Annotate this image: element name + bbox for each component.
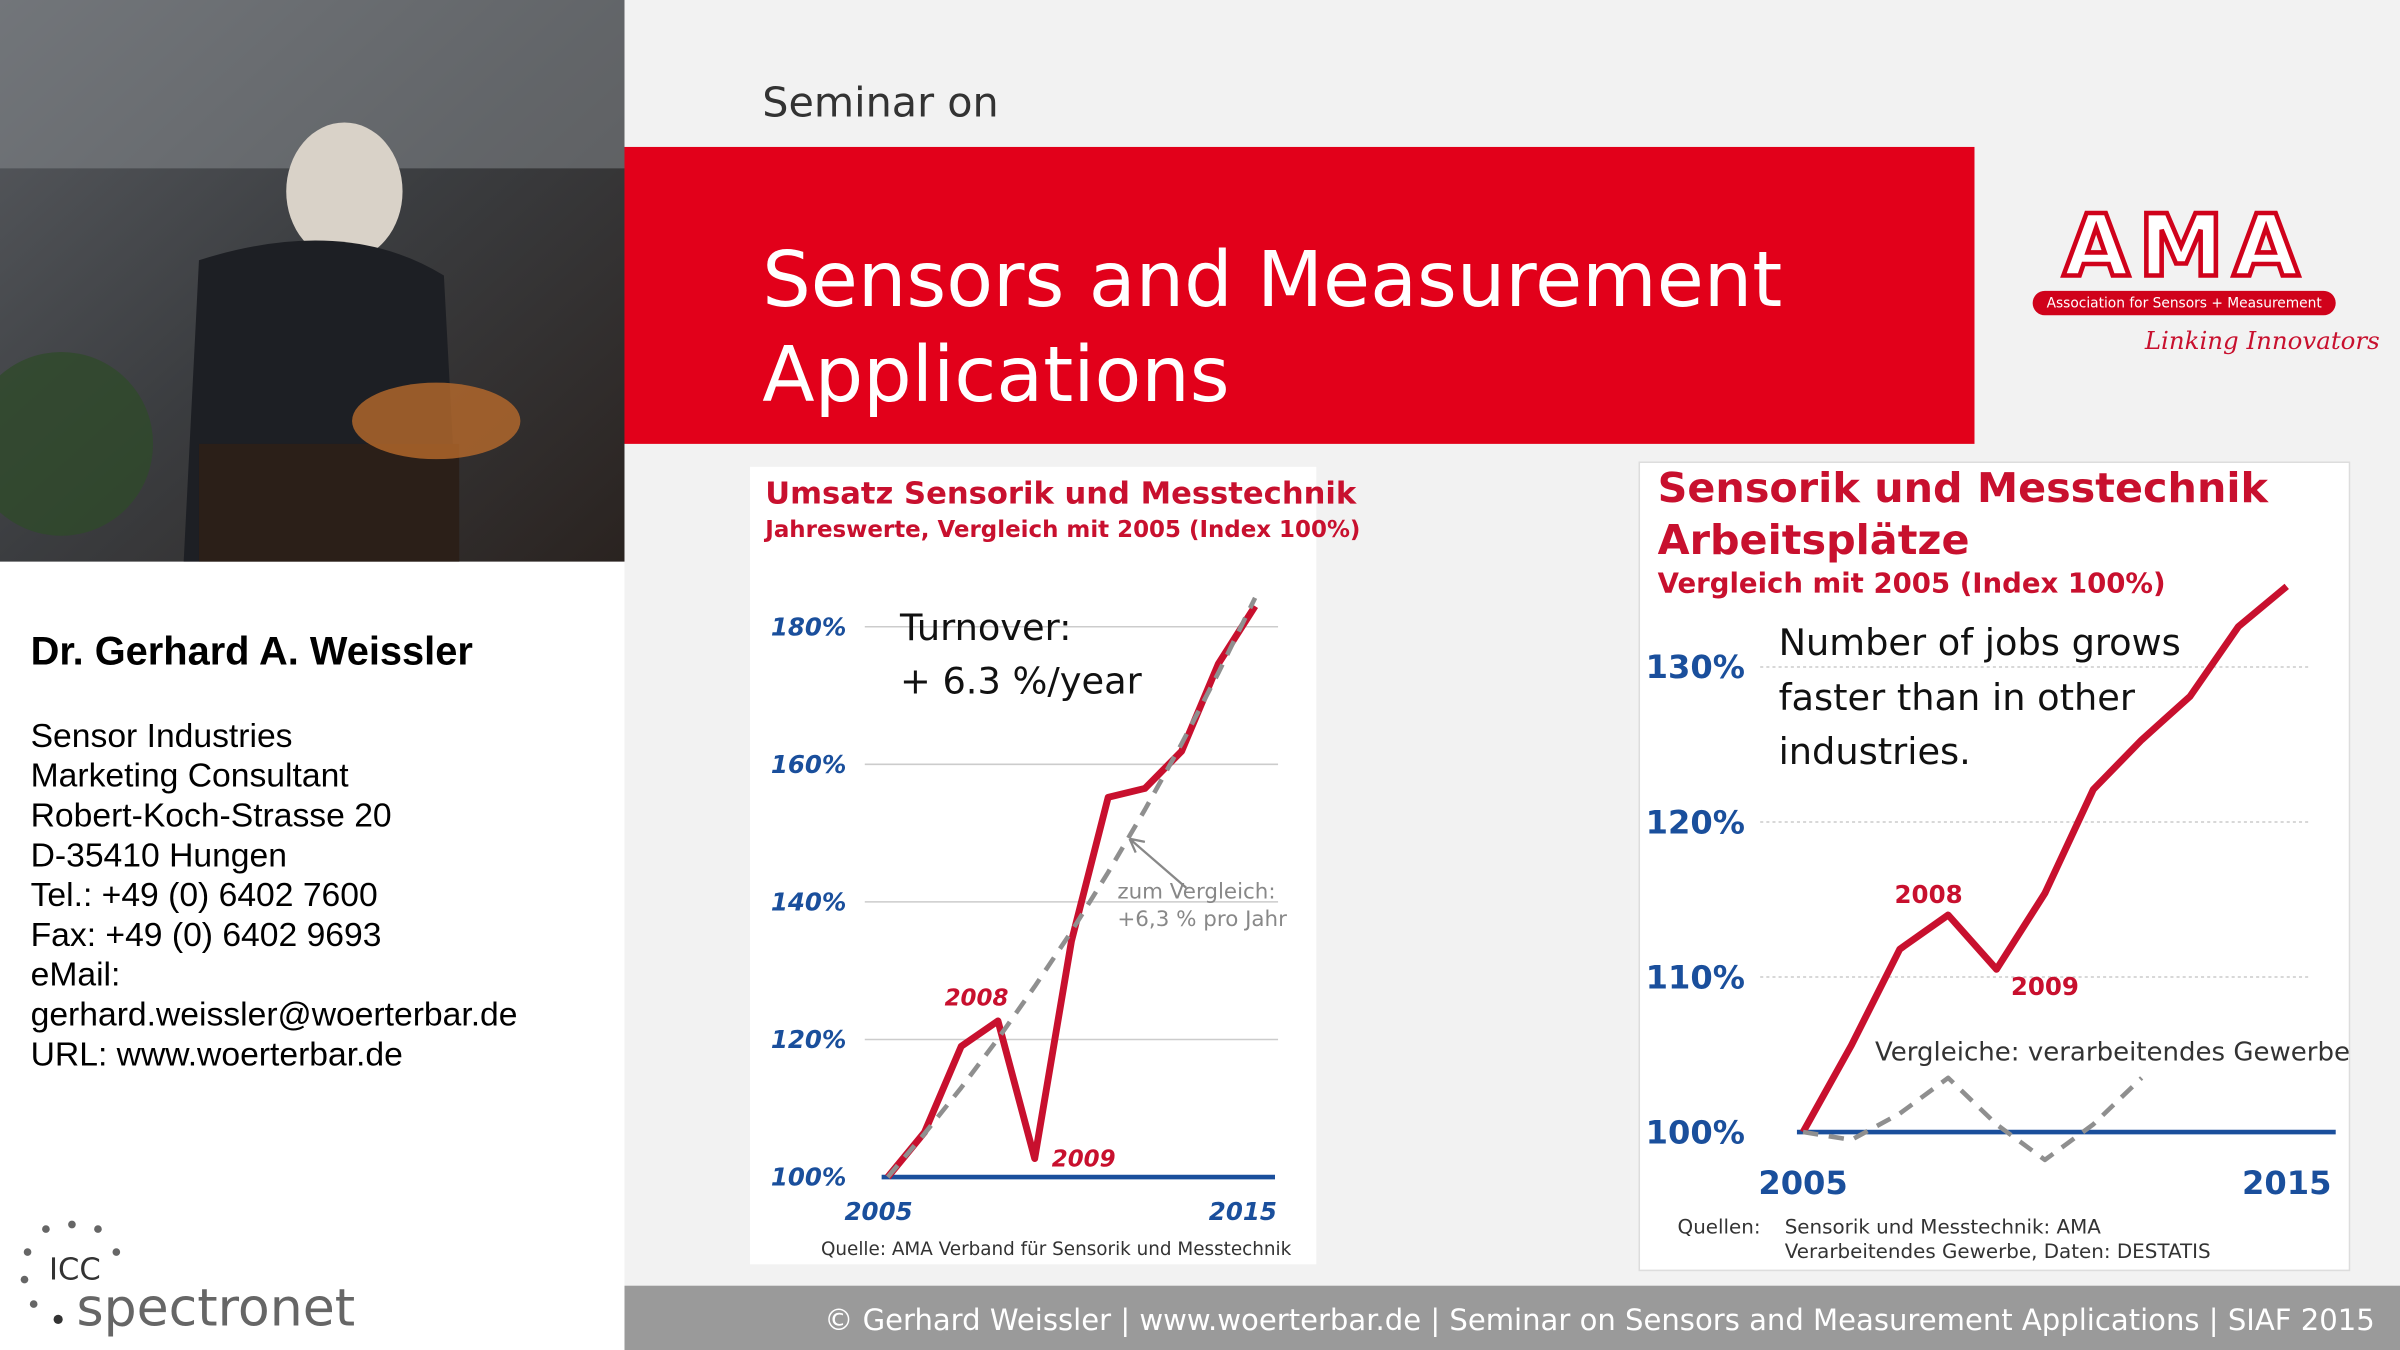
annotation: + 6.3 %/year [900, 659, 1143, 702]
x-tick-label: 2015 [1209, 1197, 1277, 1226]
speaker-head [286, 122, 403, 261]
speaker-detail: eMail: [31, 957, 121, 994]
data-line [1800, 583, 2289, 1134]
info-panel [0, 561, 625, 1350]
annotation: Vergleiche: verarbeitendes Gewerbe [1875, 1038, 2350, 1068]
y-tick-label: 180% [771, 612, 847, 641]
data-line [886, 596, 1258, 1179]
annotation: 2009 [1052, 1146, 1116, 1172]
annotation: industries. [1779, 730, 1971, 773]
spectronet-text: spectronet [77, 1279, 356, 1339]
annotation: Quelle: AMA Verband für Sensorik und Mes… [821, 1239, 1292, 1260]
x-tick-label: 2015 [2242, 1164, 2331, 1202]
annotation: faster than in other [1779, 676, 2136, 719]
annotation: +6,3 % pro Jahr [1117, 907, 1287, 932]
chart-panel [1638, 461, 2351, 1272]
footer-bar [624, 1285, 2400, 1350]
y-tick-label: 120% [1646, 803, 1745, 841]
ama-slogan: Linking Innovators [2144, 326, 2380, 355]
x-tick-label: 2005 [845, 1197, 913, 1226]
chart-panel [750, 466, 1317, 1265]
annotation: 2008 [1895, 880, 1963, 909]
y-tick-label: 140% [771, 887, 847, 916]
slide-title: Applications [762, 331, 1229, 420]
y-tick-label: 120% [771, 1025, 847, 1054]
speaker-detail: URL: www.woerterbar.de [31, 1036, 403, 1073]
speaker-detail: D-35410 Hungen [31, 837, 287, 874]
annotation: 2008 [945, 986, 1009, 1012]
annotation: Quellen: [1678, 1216, 1761, 1239]
chart-title: Arbeitsplätze [1658, 516, 1970, 564]
annotation: zum Vergleich: [1117, 879, 1275, 904]
ama-logo: AMA Association for Sensors + Measuremen… [2032, 194, 2380, 355]
speaker-detail: gerhard.weissler@woerterbar.de [31, 997, 518, 1034]
y-tick-label: 100% [771, 1163, 847, 1192]
ama-tagline: Association for Sensors + Measurement [2047, 296, 2323, 312]
flowers [352, 382, 521, 460]
annotation: Sensorik und Messtechnik: AMA [1785, 1216, 2102, 1239]
y-tick-label: 160% [771, 750, 847, 779]
chart-subtitle: Vergleich mit 2005 (Index 100%) [1658, 567, 2166, 599]
icc-text: ICC [49, 1253, 101, 1288]
data-line [1802, 1075, 2144, 1163]
slide-title: Sensors and Measurement [762, 236, 1782, 325]
speaker-name: Dr. Gerhard A. Weissler [31, 629, 473, 673]
plant [0, 352, 154, 536]
chart-title: Umsatz Sensorik und Messtechnik [765, 477, 1357, 512]
annotation: Number of jobs grows [1779, 621, 2181, 664]
chart-subtitle: Jahreswerte, Vergleich mit 2005 (Index 1… [763, 517, 1360, 543]
slide-kicker: Seminar on [762, 78, 998, 126]
title-banner [624, 146, 1975, 444]
podium [198, 443, 460, 562]
speaker-detail: Tel.: +49 (0) 6402 7600 [31, 877, 378, 914]
speaker-detail: Robert-Koch-Strasse 20 [31, 798, 392, 835]
icc-logo: ICC spectronet [20, 1220, 356, 1339]
charts: Umsatz Sensorik und Messtechnik Jahreswer… [763, 464, 2350, 1263]
y-tick-label: 110% [1646, 958, 1745, 996]
speaker-detail: Sensor Industries [31, 718, 293, 755]
chart-title: Sensorik und Messtechnik [1658, 464, 2270, 512]
y-tick-label: 100% [1646, 1113, 1745, 1151]
annotation: 2009 [2011, 972, 2079, 1001]
annotation: Verarbeitendes Gewerbe, Daten: DESTATIS [1785, 1240, 2211, 1263]
ama-pill [2032, 290, 2336, 316]
y-tick-label: 130% [1646, 648, 1745, 686]
x-tick-label: 2005 [1758, 1164, 1847, 1202]
speaker-detail: Fax: +49 (0) 6402 9693 [31, 917, 382, 954]
speaker-detail: Marketing Consultant [31, 758, 350, 795]
annotation: Turnover: [899, 606, 1071, 649]
ama-mark: AMA [2063, 197, 2308, 297]
footer-text: © Gerhard Weissler | www.woerterbar.de |… [824, 1303, 2374, 1337]
arrow [1128, 837, 1187, 889]
